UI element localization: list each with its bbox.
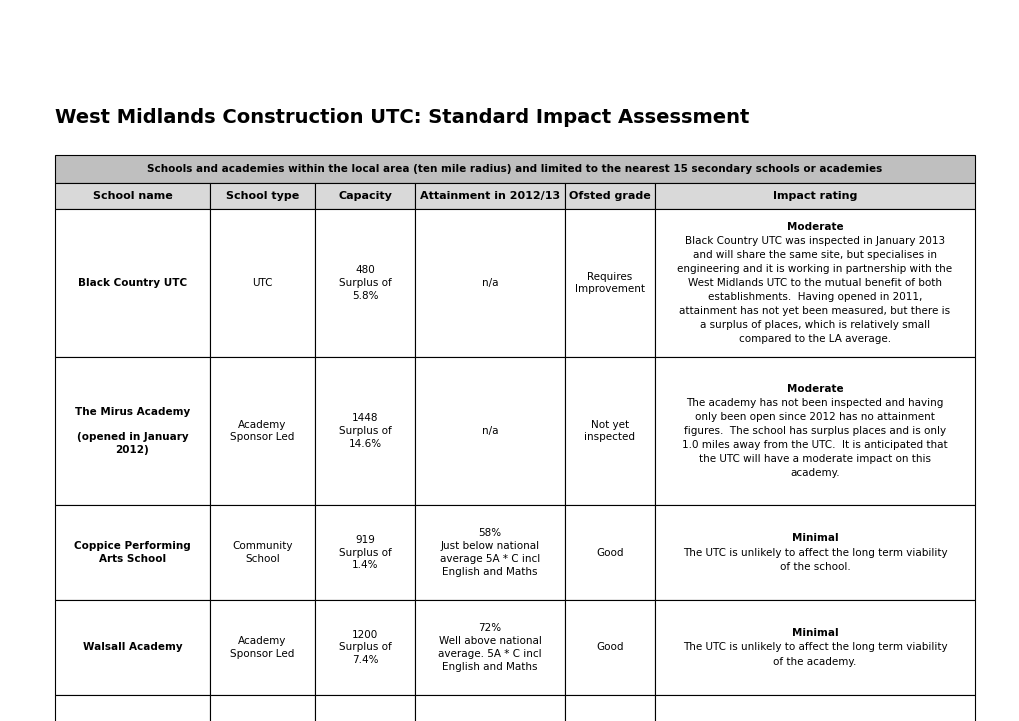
Text: The academy has not been inspected and having: The academy has not been inspected and h… [686, 398, 943, 408]
Text: Minimal: Minimal [791, 629, 838, 638]
Bar [210, 600, 315, 695]
Bar [565, 695, 654, 721]
Bar [315, 695, 415, 721]
Text: 1448
Surplus of
14.6%: 1448 Surplus of 14.6% [338, 413, 391, 448]
Bar [415, 357, 565, 505]
Text: Community
School: Community School [232, 541, 292, 564]
Bar [415, 600, 565, 695]
Text: establishments.  Having opened in 2011,: establishments. Having opened in 2011, [707, 292, 921, 302]
Text: Not yet
inspected: Not yet inspected [584, 420, 635, 443]
Bar [210, 183, 315, 209]
Text: The Mirus Academy

(opened in January
2012): The Mirus Academy (opened in January 201… [74, 407, 190, 455]
Bar [210, 357, 315, 505]
Text: Good: Good [596, 547, 624, 557]
Bar [315, 505, 415, 600]
Text: compared to the LA average.: compared to the LA average. [738, 335, 891, 344]
Text: 919
Surplus of
1.4%: 919 Surplus of 1.4% [338, 535, 391, 570]
Bar [565, 600, 654, 695]
Bar [55, 155, 974, 183]
Text: figures.  The school has surplus places and is only: figures. The school has surplus places a… [684, 426, 946, 436]
Bar [55, 209, 210, 357]
Text: Ofsted grade: Ofsted grade [569, 191, 650, 201]
Bar [315, 357, 415, 505]
Text: academy.: academy. [790, 468, 839, 478]
Text: The UTC is unlikely to affect the long term viability: The UTC is unlikely to affect the long t… [682, 547, 947, 557]
Text: and will share the same site, but specialises in: and will share the same site, but specia… [692, 250, 936, 260]
Bar [654, 600, 974, 695]
Text: Black Country UTC was inspected in January 2013: Black Country UTC was inspected in Janua… [685, 236, 945, 246]
Text: Coppice Performing
Arts School: Coppice Performing Arts School [74, 541, 191, 564]
Bar [654, 505, 974, 600]
Bar [565, 357, 654, 505]
Text: Good: Good [596, 642, 624, 653]
Bar [415, 695, 565, 721]
Text: only been open since 2012 has no attainment: only been open since 2012 has no attainm… [694, 412, 934, 422]
Bar [210, 695, 315, 721]
Text: the UTC will have a moderate impact on this: the UTC will have a moderate impact on t… [698, 454, 930, 464]
Bar [415, 209, 565, 357]
Text: Academy
Sponsor Led: Academy Sponsor Led [230, 636, 294, 659]
Bar [55, 505, 210, 600]
Bar [415, 183, 565, 209]
Text: of the school.: of the school. [779, 562, 850, 572]
Text: Academy
Sponsor Led: Academy Sponsor Led [230, 420, 294, 443]
Text: Moderate: Moderate [786, 384, 843, 394]
Text: UTC: UTC [252, 278, 272, 288]
Bar [210, 505, 315, 600]
Bar [565, 183, 654, 209]
Bar [565, 209, 654, 357]
Bar [654, 209, 974, 357]
Text: 1200
Surplus of
7.4%: 1200 Surplus of 7.4% [338, 629, 391, 665]
Text: Black Country UTC: Black Country UTC [77, 278, 186, 288]
Bar [55, 183, 210, 209]
Bar [654, 183, 974, 209]
Text: n/a: n/a [481, 278, 497, 288]
Text: Minimal: Minimal [791, 534, 838, 544]
Bar [210, 209, 315, 357]
Text: engineering and it is working in partnership with the: engineering and it is working in partner… [677, 264, 952, 274]
Text: Attainment in 2012/13: Attainment in 2012/13 [420, 191, 559, 201]
Bar [654, 357, 974, 505]
Text: West Midlands Construction UTC: Standard Impact Assessment: West Midlands Construction UTC: Standard… [55, 108, 749, 127]
Text: Requires
Improvement: Requires Improvement [575, 272, 644, 294]
Text: of the academy.: of the academy. [772, 657, 856, 666]
Text: The UTC is unlikely to affect the long term viability: The UTC is unlikely to affect the long t… [682, 642, 947, 653]
Text: attainment has not yet been measured, but there is: attainment has not yet been measured, bu… [679, 306, 950, 316]
Bar [654, 695, 974, 721]
Bar [315, 600, 415, 695]
Text: n/a: n/a [481, 426, 497, 436]
Bar [315, 183, 415, 209]
Bar [415, 505, 565, 600]
Bar [55, 695, 210, 721]
Text: 480
Surplus of
5.8%: 480 Surplus of 5.8% [338, 265, 391, 301]
Text: West Midlands UTC to the mutual benefit of both: West Midlands UTC to the mutual benefit … [688, 278, 942, 288]
Text: School type: School type [225, 191, 299, 201]
Text: 72%
Well above national
average. 5A * C incl
English and Maths: 72% Well above national average. 5A * C … [438, 623, 541, 672]
Bar [55, 357, 210, 505]
Text: School name: School name [93, 191, 172, 201]
Text: Walsall Academy: Walsall Academy [83, 642, 182, 653]
Text: Schools and academies within the local area (ten mile radius) and limited to the: Schools and academies within the local a… [147, 164, 881, 174]
Text: Moderate: Moderate [786, 222, 843, 231]
Text: 58%
Just below national
average 5A * C incl
English and Maths: 58% Just below national average 5A * C i… [439, 528, 540, 577]
Text: Impact rating: Impact rating [772, 191, 856, 201]
Bar [565, 505, 654, 600]
Bar [55, 600, 210, 695]
Text: Capacity: Capacity [337, 191, 391, 201]
Text: 1.0 miles away from the UTC.  It is anticipated that: 1.0 miles away from the UTC. It is antic… [682, 440, 947, 450]
Text: a surplus of places, which is relatively small: a surplus of places, which is relatively… [699, 320, 929, 330]
Bar [315, 209, 415, 357]
